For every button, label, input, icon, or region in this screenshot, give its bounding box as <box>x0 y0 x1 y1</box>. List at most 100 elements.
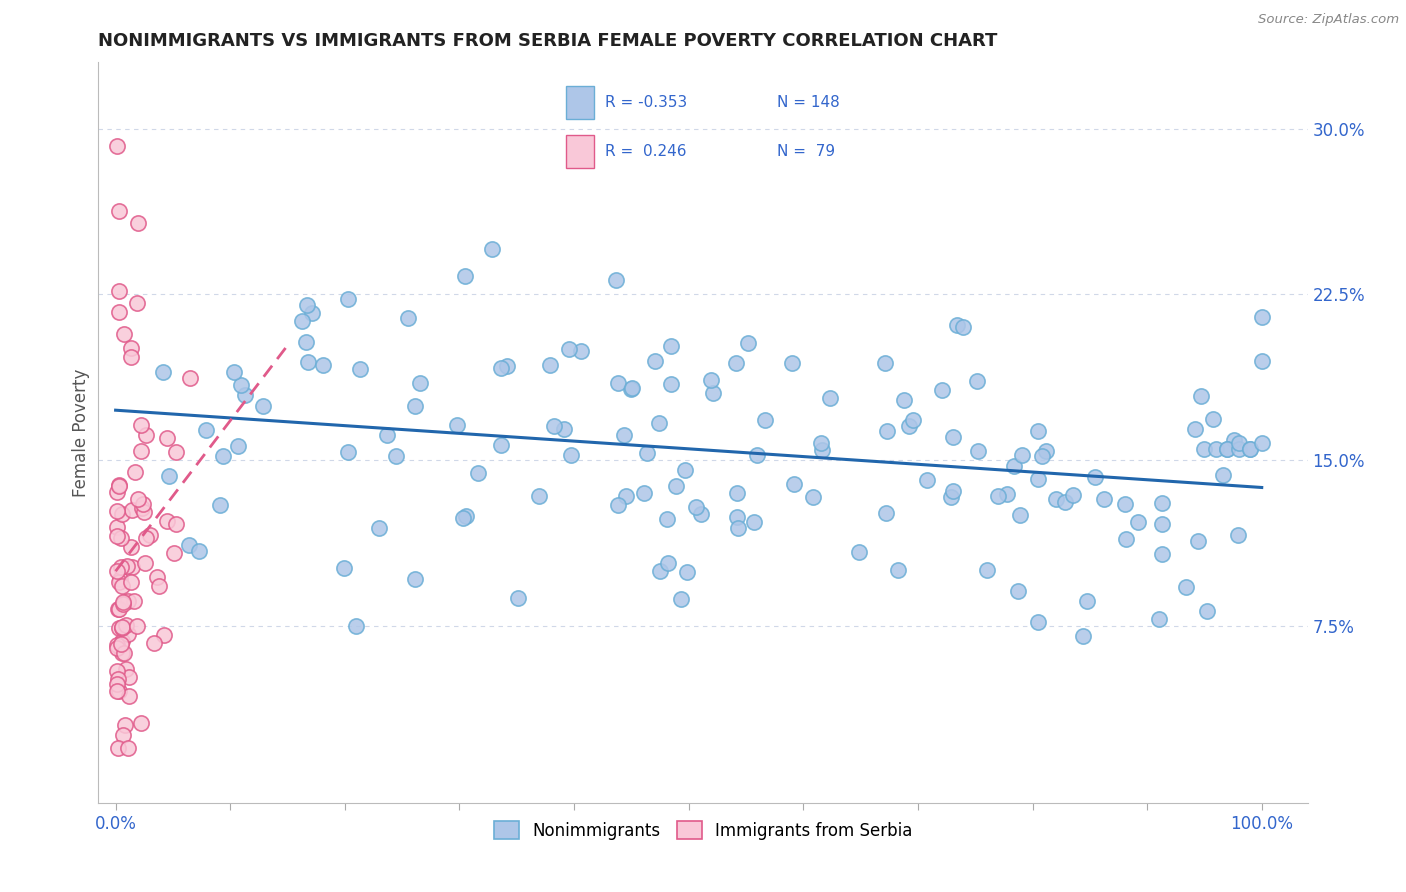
Point <box>529 489 551 503</box>
Text: NONIMMIGRANTS VS IMMIGRANTS FROM SERBIA FEMALE POVERTY CORRELATION CHART: NONIMMIGRANTS VS IMMIGRANTS FROM SERBIA … <box>98 32 998 50</box>
Point <box>105 677 128 691</box>
Point <box>1212 468 1234 483</box>
Point <box>569 344 592 359</box>
Point <box>966 444 988 458</box>
Point <box>727 521 749 535</box>
Point <box>107 285 129 299</box>
Point <box>107 602 129 616</box>
Point <box>385 450 408 464</box>
Point <box>110 560 132 574</box>
Point <box>607 498 630 512</box>
Point <box>129 417 152 432</box>
Point <box>939 490 962 504</box>
Point <box>108 602 131 616</box>
Point <box>614 489 637 503</box>
Point <box>1250 310 1272 324</box>
Point <box>1150 547 1173 561</box>
Point <box>669 591 692 606</box>
Point <box>105 564 128 578</box>
Point <box>110 637 132 651</box>
Point <box>105 638 128 652</box>
Point <box>139 528 162 542</box>
Point <box>111 579 134 593</box>
Point <box>105 529 128 543</box>
Point <box>404 572 426 586</box>
Point <box>481 243 503 257</box>
Point <box>118 670 141 684</box>
Point <box>404 400 426 414</box>
Point <box>952 319 974 334</box>
Point <box>135 531 157 545</box>
Point <box>901 413 924 427</box>
Point <box>120 351 142 365</box>
Point <box>673 463 696 477</box>
Point <box>942 430 965 444</box>
Point <box>112 728 135 742</box>
Point <box>1250 435 1272 450</box>
Point <box>1187 534 1209 549</box>
Point <box>117 593 139 607</box>
Point <box>613 428 636 442</box>
Point <box>1035 444 1057 458</box>
Point <box>917 473 939 487</box>
Point <box>783 477 806 491</box>
Point <box>1227 442 1250 457</box>
Point <box>1189 389 1212 403</box>
Point <box>187 544 209 558</box>
Point <box>675 566 697 580</box>
Point <box>121 560 143 574</box>
Point <box>108 479 131 493</box>
Point <box>132 505 155 519</box>
Point <box>700 374 723 388</box>
Point <box>931 384 953 398</box>
Y-axis label: Female Poverty: Female Poverty <box>72 368 90 497</box>
Point <box>636 446 658 460</box>
Point <box>156 514 179 528</box>
Point <box>112 326 135 341</box>
Point <box>1026 472 1049 486</box>
Point <box>553 422 575 436</box>
Point <box>114 618 136 632</box>
Point <box>115 662 138 676</box>
Point <box>633 486 655 500</box>
Point <box>560 448 582 462</box>
Point <box>690 507 713 521</box>
Point <box>108 478 131 492</box>
Point <box>291 314 314 328</box>
Point <box>875 506 897 520</box>
Point <box>177 537 200 551</box>
Point <box>454 268 477 283</box>
Point <box>543 419 565 434</box>
Point <box>1184 422 1206 436</box>
Point <box>621 381 644 395</box>
Point <box>301 306 323 320</box>
Point <box>1031 449 1053 463</box>
Point <box>976 563 998 577</box>
Point <box>657 556 679 570</box>
Point <box>117 559 139 574</box>
Point <box>114 718 136 732</box>
Point <box>120 540 142 554</box>
Point <box>1076 594 1098 608</box>
Point <box>1002 458 1025 473</box>
Point <box>127 491 149 506</box>
Text: R =  0.246: R = 0.246 <box>605 144 686 159</box>
Point <box>848 545 870 559</box>
Point <box>644 354 666 368</box>
Point <box>1011 448 1033 462</box>
Point <box>1053 495 1076 509</box>
Point <box>1227 435 1250 450</box>
Point <box>120 574 142 589</box>
Point <box>152 365 174 379</box>
Point <box>451 511 474 525</box>
Point <box>124 594 146 608</box>
Point <box>129 444 152 458</box>
Point <box>605 273 627 287</box>
Point <box>332 560 354 574</box>
Point <box>121 503 143 517</box>
Point <box>1073 629 1095 643</box>
Point <box>754 413 776 427</box>
Point <box>208 498 231 512</box>
Point <box>491 360 513 375</box>
Point <box>467 466 489 480</box>
